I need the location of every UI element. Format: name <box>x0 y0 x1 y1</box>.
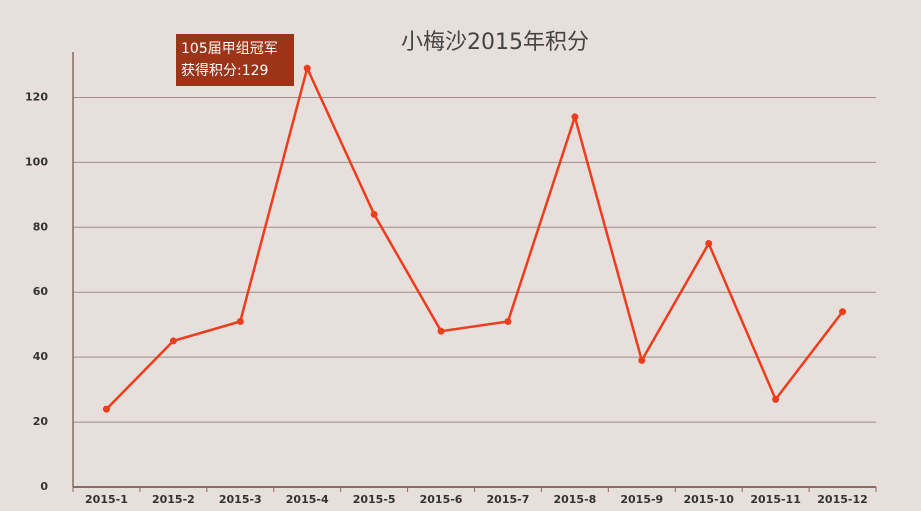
point <box>169 337 177 345</box>
x-tick-label: 2015-3 <box>219 493 262 506</box>
tooltip-box <box>176 34 294 86</box>
point <box>437 327 445 335</box>
y-tick-label: 80 <box>33 220 49 233</box>
x-tick-label: 2015-7 <box>487 493 530 506</box>
y-tick-label: 60 <box>33 285 49 298</box>
x-tick-label: 2015-9 <box>620 493 663 506</box>
y-tick-label: 0 <box>40 480 48 493</box>
tooltip-text: 105届甲组冠军 <box>181 41 278 57</box>
x-tick-label: 2015-11 <box>750 493 801 506</box>
y-tick-label: 100 <box>25 155 48 168</box>
point <box>705 240 713 248</box>
x-tick-label: 2015-2 <box>152 493 195 506</box>
x-tick-label: 2015-1 <box>85 493 128 506</box>
chart-title: 小梅沙2015年积分 <box>401 30 589 55</box>
point <box>638 356 646 364</box>
point <box>839 308 847 316</box>
point <box>772 395 780 403</box>
point <box>102 405 110 413</box>
y-tick-label: 20 <box>33 415 49 428</box>
x-tick-label: 2015-5 <box>353 493 396 506</box>
tooltip-text: 获得积分:129 <box>181 62 268 79</box>
x-tick-label: 2015-10 <box>683 493 734 506</box>
x-tick-label: 2015-12 <box>817 493 868 506</box>
line <box>105 64 844 410</box>
x-tick-label: 2015-4 <box>286 493 329 506</box>
y-tick-label: 40 <box>33 350 49 363</box>
point <box>236 317 244 325</box>
point <box>370 210 378 218</box>
point <box>303 64 311 72</box>
point <box>571 113 579 121</box>
x-tick-label: 2015-8 <box>553 493 596 506</box>
y-tick-label: 120 <box>25 90 48 103</box>
point <box>504 317 512 325</box>
x-tick-label: 2015-6 <box>420 493 463 506</box>
